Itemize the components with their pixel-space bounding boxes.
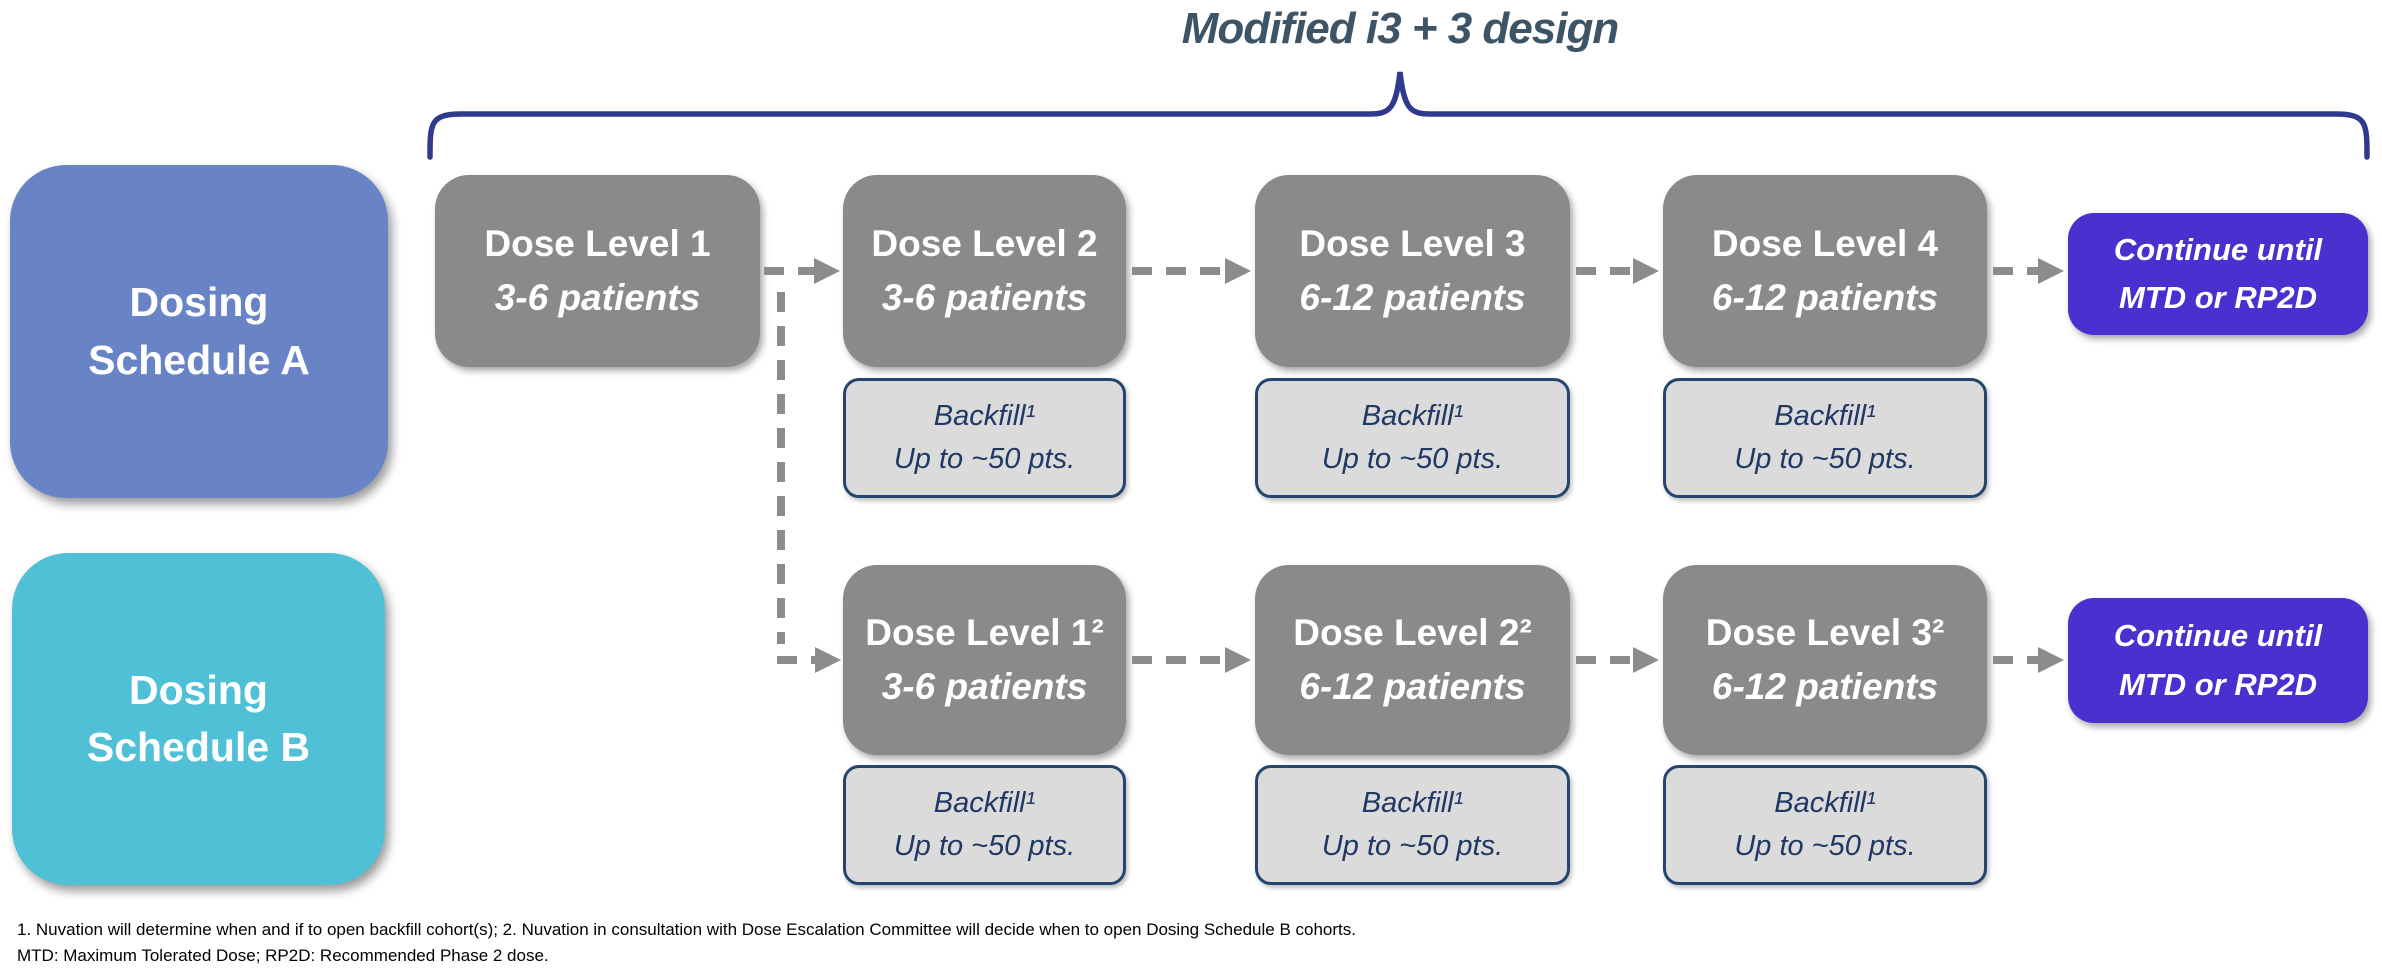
dose-level-a2-title: Dose Level 2 (871, 223, 1098, 265)
arrow-a4-continue (1993, 257, 2064, 285)
dose-level-b1-title: Dose Level 1² (865, 612, 1104, 654)
backfill-b1-box: Backfill¹ Up to ~50 pts. (843, 765, 1126, 885)
arrow-a1-a2 (764, 257, 840, 285)
backfill-b3-line1: Backfill¹ (1774, 786, 1876, 819)
backfill-b2-line2: Up to ~50 pts. (1321, 830, 1504, 862)
schedule-b-label-box: Dosing Schedule B (12, 553, 385, 885)
arrow-dashes (777, 656, 817, 664)
dose-level-b2-title: Dose Level 2² (1293, 612, 1532, 654)
schedule-b-label-line2: Schedule B (86, 724, 311, 770)
backfill-a4-line1: Backfill¹ (1774, 399, 1876, 432)
dose-level-b3-box: Dose Level 3² 6-12 patients (1663, 565, 1987, 755)
arrowhead-icon (1225, 258, 1251, 284)
backfill-a2-line1: Backfill¹ (933, 399, 1036, 432)
dose-level-b3-title: Dose Level 3² (1705, 612, 1945, 654)
arrow-dashes (1993, 656, 2040, 664)
arrow-dashes (764, 267, 816, 275)
dose-level-a3-box: Dose Level 3 6-12 patients (1255, 175, 1570, 367)
dose-level-a2-box: Dose Level 2 3-6 patients (843, 175, 1126, 367)
dose-level-b3-subtitle: 6-12 patients (1711, 666, 1939, 707)
dose-level-a4-subtitle: 6-12 patients (1711, 277, 1939, 318)
arrowhead-icon (1633, 258, 1659, 284)
footnote-line1: 1. Nuvation will determine when and if t… (17, 920, 1356, 939)
backfill-b1-line2: Up to ~50 pts. (893, 830, 1076, 862)
arrow-b3-continue (1993, 646, 2064, 674)
backfill-a3-line2: Up to ~50 pts. (1321, 443, 1504, 475)
arrow-dashes (1132, 656, 1227, 664)
backfill-a3-line1: Backfill¹ (1361, 399, 1464, 432)
arrowhead-icon (1225, 647, 1251, 673)
arrow-a3-a4 (1576, 257, 1659, 285)
schedule-a-label-box: Dosing Schedule A (10, 165, 388, 498)
dose-level-a3-title: Dose Level 3 (1299, 223, 1526, 265)
backfill-b1-line1: Backfill¹ (933, 786, 1036, 819)
arrow-dashes (1993, 267, 2040, 275)
arrow-b2-b3 (1576, 646, 1659, 674)
dose-level-a3-subtitle: 6-12 patients (1299, 277, 1526, 318)
arrow-dashes (1132, 267, 1227, 275)
dose-level-a4-box: Dose Level 4 6-12 patients (1663, 175, 1987, 367)
dose-level-a1-subtitle: 3-6 patients (494, 277, 701, 318)
arrowhead-icon (814, 258, 840, 284)
schedule-a-label-line1: Dosing (129, 279, 269, 326)
brace-icon (427, 71, 2370, 160)
branch-connector-vertical (777, 292, 785, 644)
arrow-branch-b1 (777, 646, 841, 674)
arrowhead-icon (815, 647, 841, 673)
dose-level-a4-title: Dose Level 4 (1711, 223, 1939, 265)
schedule-b-label-line1: Dosing (129, 666, 268, 713)
dose-level-b1-box: Dose Level 1² 3-6 patients (843, 565, 1126, 755)
arrow-a2-a3 (1132, 257, 1251, 285)
continue-a-box: Continue until MTD or RP2D (2068, 213, 2368, 335)
arrow-dashes (1576, 267, 1635, 275)
backfill-a4-box: Backfill¹ Up to ~50 pts. (1663, 378, 1987, 498)
footnotes: 1. Nuvation will determine when and if t… (17, 917, 1356, 968)
backfill-a2-box: Backfill¹ Up to ~50 pts. (843, 378, 1126, 498)
continue-b-box: Continue until MTD or RP2D (2068, 598, 2368, 723)
dose-level-b2-box: Dose Level 2² 6-12 patients (1255, 565, 1570, 755)
arrow-dashes (1576, 656, 1635, 664)
continue-a-line1: Continue until (2113, 231, 2323, 267)
footnote-line2: MTD: Maximum Tolerated Dose; RP2D: Recom… (17, 945, 549, 965)
schedule-a-label-line2: Schedule A (88, 336, 310, 383)
dose-level-a1-title: Dose Level 1 (484, 223, 711, 265)
backfill-a3-box: Backfill¹ Up to ~50 pts. (1255, 378, 1570, 498)
backfill-a2-line2: Up to ~50 pts. (893, 443, 1076, 475)
dose-level-b2-subtitle: 6-12 patients (1299, 666, 1526, 707)
dose-level-b1-subtitle: 3-6 patients (881, 666, 1088, 707)
arrowhead-icon (1633, 647, 1659, 673)
backfill-a4-line2: Up to ~50 pts. (1734, 443, 1916, 475)
continue-b-line1: Continue until (2113, 618, 2323, 654)
diagram-title: Modified i3 + 3 design (1181, 4, 1619, 53)
continue-a-line2: MTD or RP2D (2118, 280, 2318, 315)
arrow-b1-b2 (1132, 646, 1251, 674)
dose-level-a2-subtitle: 3-6 patients (881, 277, 1088, 318)
backfill-b2-box: Backfill¹ Up to ~50 pts. (1255, 765, 1570, 885)
dose-level-a1-box: Dose Level 1 3-6 patients (435, 175, 760, 367)
backfill-b2-line1: Backfill¹ (1361, 786, 1464, 819)
arrowhead-icon (2038, 258, 2064, 284)
backfill-b3-box: Backfill¹ Up to ~50 pts. (1663, 765, 1987, 885)
backfill-b3-line2: Up to ~50 pts. (1734, 830, 1916, 862)
continue-b-line2: MTD or RP2D (2118, 666, 2318, 702)
arrowhead-icon (2038, 647, 2064, 673)
